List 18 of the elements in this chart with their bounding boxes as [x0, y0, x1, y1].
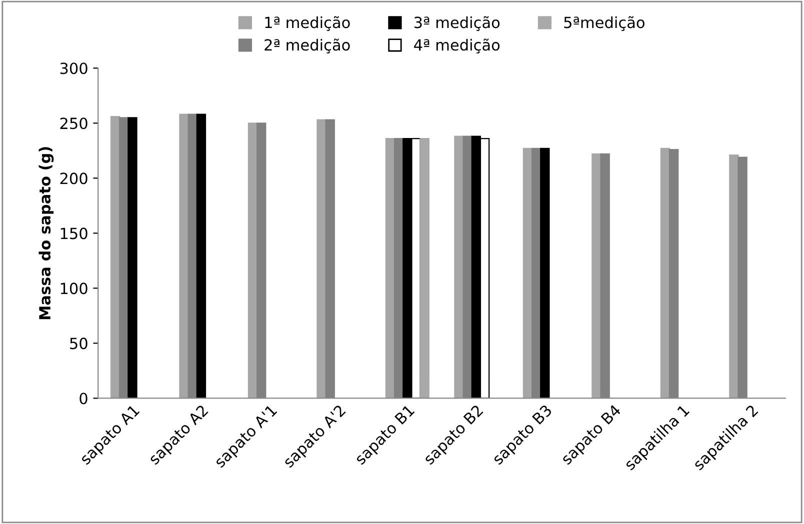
y-tick-label: 50	[70, 338, 88, 350]
y-axis-title: Massa do sapato (g)	[38, 147, 54, 320]
bar	[196, 114, 206, 398]
y-tick-label: 100	[60, 282, 88, 294]
legend-label: 4ª medição	[414, 38, 500, 54]
y-tick-label: 200	[60, 172, 88, 184]
legend-label: 3ª medição	[414, 16, 500, 31]
bar	[179, 114, 189, 398]
bar	[540, 148, 550, 398]
y-tick-label: 0	[80, 392, 88, 404]
legend-label: 5ªmedição	[564, 16, 644, 31]
legend-label: 1ª medição	[265, 16, 350, 31]
legend-label: 2ª medição	[264, 38, 350, 54]
y-tick-label: 300	[60, 62, 88, 74]
bar	[128, 117, 138, 398]
y-tick-label: 150	[60, 228, 88, 240]
y-tick-label: 250	[60, 118, 88, 130]
bar	[420, 138, 430, 398]
